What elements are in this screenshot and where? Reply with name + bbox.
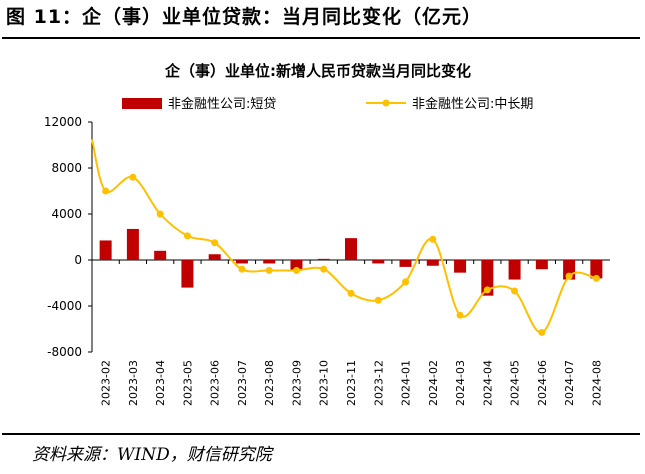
bar (345, 238, 357, 260)
x-tick-label: 2023-08 (263, 360, 276, 406)
x-tick-label: 2024-05 (509, 360, 522, 406)
x-tick-label: 2024-01 (400, 360, 413, 406)
series-line (91, 138, 597, 334)
legend-line-marker (382, 99, 390, 107)
bar (535, 260, 548, 270)
legend-bar-swatch (122, 98, 162, 109)
top-divider (2, 37, 640, 39)
chart: 企（事）业单位:新增人民币贷款当月同比变化 非金融性公司:短贷 非金融性公司:中… (44, 62, 610, 406)
bar (426, 260, 439, 266)
axes: 12000 8000 4000 0 -4000 -8000 2023-02 2023-03 20… (44, 115, 610, 406)
x-tick-label: 2023-12 (372, 360, 385, 406)
bottom-divider (2, 433, 640, 435)
bar (181, 260, 194, 288)
x-tick-label: 2024-06 (536, 360, 549, 406)
line-point (102, 187, 110, 195)
bar (481, 260, 494, 296)
x-tick-label: 2023-07 (236, 360, 249, 406)
line-point (592, 274, 600, 282)
y-tick-label: -4000 (47, 299, 82, 313)
y-tick-label: 0 (74, 253, 82, 267)
y-tick-label: -8000 (47, 345, 82, 359)
x-tick-label: 2024-08 (590, 360, 603, 406)
x-tick-label: 2023-03 (127, 360, 140, 406)
bar (372, 260, 385, 264)
line-point (456, 311, 464, 319)
bar (208, 254, 221, 260)
x-tick-label: 2023-05 (181, 360, 194, 406)
x-tick-label: 2024-03 (454, 360, 467, 406)
line-series (91, 138, 600, 336)
line-point (211, 239, 219, 247)
x-tick-label: 2024-04 (481, 360, 494, 406)
line-point (429, 235, 437, 243)
y-tick-label: 12000 (44, 115, 82, 129)
line-point (374, 296, 382, 304)
line-point (565, 272, 573, 280)
legend-bar-label: 非金融性公司:短贷 (168, 96, 276, 112)
y-tick-label: 4000 (51, 207, 82, 221)
figure-title: 图 11：企（事）业单位贷款：当月同比变化（亿元） (6, 6, 483, 28)
bar (454, 260, 467, 273)
x-tick-label: 2023-02 (100, 360, 113, 406)
bar (508, 260, 521, 280)
line-point (538, 328, 546, 336)
bar (590, 260, 603, 279)
line-point (265, 266, 273, 274)
line-point (511, 287, 519, 295)
bar (263, 260, 276, 264)
x-tick-label: 2023-09 (290, 360, 303, 406)
line-point (402, 278, 410, 286)
line-point (238, 265, 246, 273)
line-point (183, 232, 191, 240)
bar (290, 260, 303, 271)
bar (126, 228, 139, 260)
bar (563, 260, 576, 280)
line-point (483, 286, 491, 294)
bar (154, 250, 167, 260)
legend: 非金融性公司:短贷 非金融性公司:中长期 (122, 96, 533, 112)
bar (99, 240, 112, 260)
line-point (292, 266, 300, 274)
line-point (320, 265, 328, 273)
chart-title: 企（事）业单位:新增人民币贷款当月同比变化 (164, 62, 471, 80)
x-tick-label: 2023-04 (154, 360, 167, 406)
source-note: 资料来源：WIND，财信研究院 (32, 445, 272, 465)
line-point (347, 289, 355, 297)
x-tick-label: 2023-06 (209, 360, 222, 406)
bar (235, 260, 248, 264)
x-tick-label: 2024-02 (427, 360, 440, 406)
bar (317, 258, 330, 260)
x-tick-label: 2023-11 (345, 360, 358, 406)
legend-line-label: 非金融性公司:中长期 (412, 96, 533, 112)
x-tick-label: 2023-10 (318, 360, 331, 406)
x-tick-label: 2024-07 (563, 360, 576, 406)
y-tick-label: 8000 (51, 161, 82, 175)
line-point (129, 173, 137, 181)
bar-series (99, 228, 603, 296)
line-point (156, 210, 164, 218)
bar (399, 260, 412, 267)
